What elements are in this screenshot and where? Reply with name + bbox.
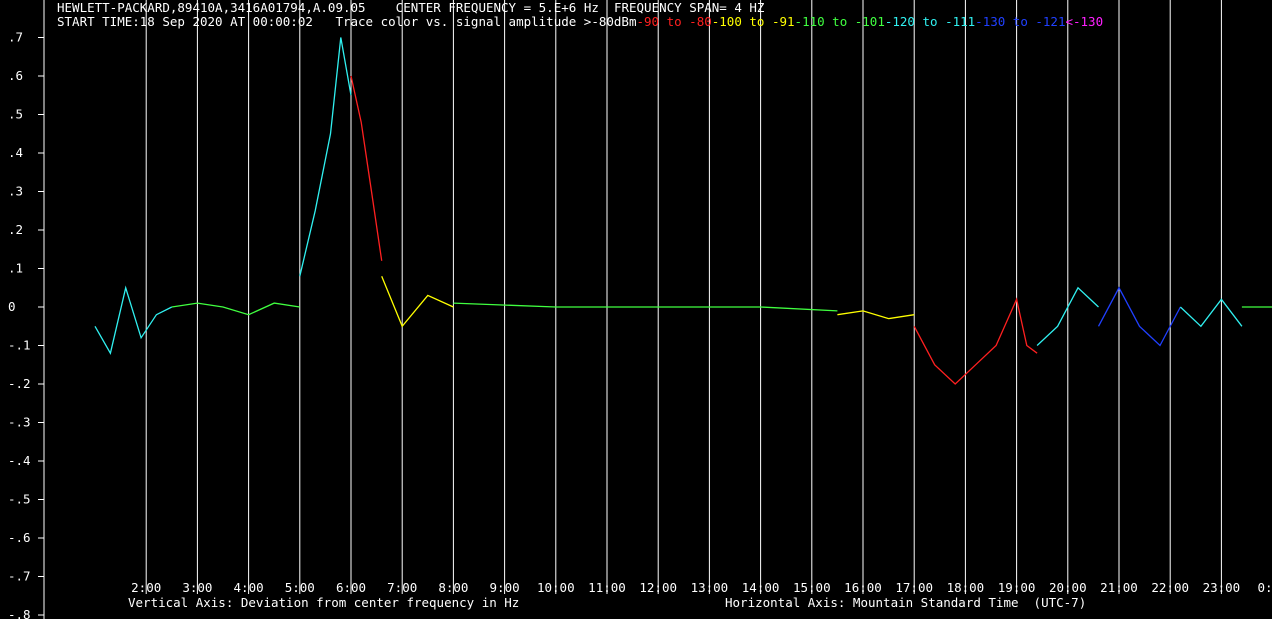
hour-gridlines <box>145 0 1222 594</box>
x-tick-label: 9:00 <box>490 580 520 595</box>
x-tick-label: 3:00 <box>182 580 212 595</box>
legend-entry: -120 to -111 <box>884 14 976 29</box>
y-tick-labels: .7 .6 .5 .4 .3 .2 .1 0 -.1 -.2 -.3 -.4 -.5 -.6 -.7 -.8 <box>8 30 44 619</box>
x-tick-label: 5:00 <box>285 580 315 595</box>
legend-entry: -90 to -80 <box>636 14 712 29</box>
x-tick-label: 19:00 <box>998 580 1036 595</box>
y-tick-label: .4 <box>8 145 23 160</box>
y-tick-label: -.4 <box>8 453 31 468</box>
x-tick-label: 4:00 <box>234 580 264 595</box>
trace-segment <box>299 37 352 277</box>
header-line-2: START TIME:18 Sep 2020 AT 00:00:02 Trace… <box>57 15 1103 29</box>
x-tick-label: 8:00 <box>438 580 468 595</box>
legend-entry: <-130 <box>1065 14 1104 29</box>
trace-segment <box>1097 286 1181 347</box>
y-tick-label: .5 <box>8 107 23 122</box>
y-tick-label: -.3 <box>8 415 31 430</box>
header-line-1: HEWLETT-PACKARD,89410A,3416A01794,A.09.0… <box>57 1 764 15</box>
y-tick-label: -.1 <box>8 338 31 353</box>
legend-intro: Trace color vs. signal amplitude >-80dBm <box>335 14 637 29</box>
x-tick-label: 11:00 <box>588 580 626 595</box>
start-time: START TIME:18 Sep 2020 AT 00:00:02 <box>57 14 313 29</box>
y-tick-label: -.5 <box>8 492 31 507</box>
x-tick-labels: 2:00 3:00 4:00 5:00 6:00 7:00 8:00 9:00 10:00 11:… <box>131 580 1272 595</box>
trace-segment <box>94 285 173 355</box>
trace-segment <box>453 302 838 312</box>
x-tick-label: 21:00 <box>1100 580 1138 595</box>
center-frequency: CENTER FREQUENCY = 5.E+6 Hz <box>395 0 599 15</box>
y-tick-label: .7 <box>8 30 23 45</box>
x-tick-label: 6:00 <box>336 580 366 595</box>
y-tick-label: -.6 <box>8 530 31 545</box>
x-tick-label: 0:00 <box>1258 580 1272 595</box>
trace-segment <box>1036 286 1099 346</box>
x-tick-label: 14:00 <box>742 580 780 595</box>
y-tick-label: .3 <box>8 184 23 199</box>
x-tick-label: 10:00 <box>537 580 575 595</box>
frequency-span: FREQUENCY SPAN= 4 HZ <box>613 0 765 15</box>
x-tick-label: 7:00 <box>387 580 417 595</box>
y-tick-label: -.8 <box>8 607 31 619</box>
y-tick-label: .6 <box>8 68 23 83</box>
x-tick-label: 20:00 <box>1049 580 1087 595</box>
trace-segment <box>381 275 454 328</box>
x-tick-label: 23:00 <box>1203 580 1241 595</box>
y-tick-label: .2 <box>8 222 23 237</box>
x-tick-label: 13:00 <box>691 580 729 595</box>
x-tick-label: 18:00 <box>947 580 985 595</box>
x-tick-label: 15:00 <box>793 580 831 595</box>
x-tick-label: 16:00 <box>844 580 882 595</box>
legend-entry: -100 to -91 <box>711 14 795 29</box>
x-tick-label: 22:00 <box>1151 580 1189 595</box>
y-tick-label: 0 <box>8 299 16 314</box>
signal-traces <box>94 37 1272 385</box>
legend-entry: -110 to -101 <box>794 14 885 29</box>
x-tick-label: 17:00 <box>895 580 933 595</box>
legend-entry: -130 to -121 <box>975 14 1066 29</box>
y-tick-label: -.7 <box>8 569 31 584</box>
x-tick-label: 2:00 <box>131 580 161 595</box>
y-tick-label: -.2 <box>8 376 31 391</box>
trace-segment <box>1179 298 1243 328</box>
trace-segment <box>171 302 300 316</box>
color-legend: -90 to -80-100 to -91-110 to -101-120 to… <box>636 14 1103 29</box>
vertical-axis-caption: Vertical Axis: Deviation from center fre… <box>128 595 520 610</box>
horizontal-axis-caption: Horizontal Axis: Mountain Standard Time … <box>725 595 1087 610</box>
trace-segment <box>350 75 383 261</box>
instrument-id: HEWLETT-PACKARD,89410A,3416A01794,A.09.0… <box>57 0 366 15</box>
y-tick-label: .1 <box>8 261 23 276</box>
trace-segment <box>913 297 1038 385</box>
trace-segment <box>837 310 915 320</box>
x-tick-label: 12:00 <box>639 580 677 595</box>
